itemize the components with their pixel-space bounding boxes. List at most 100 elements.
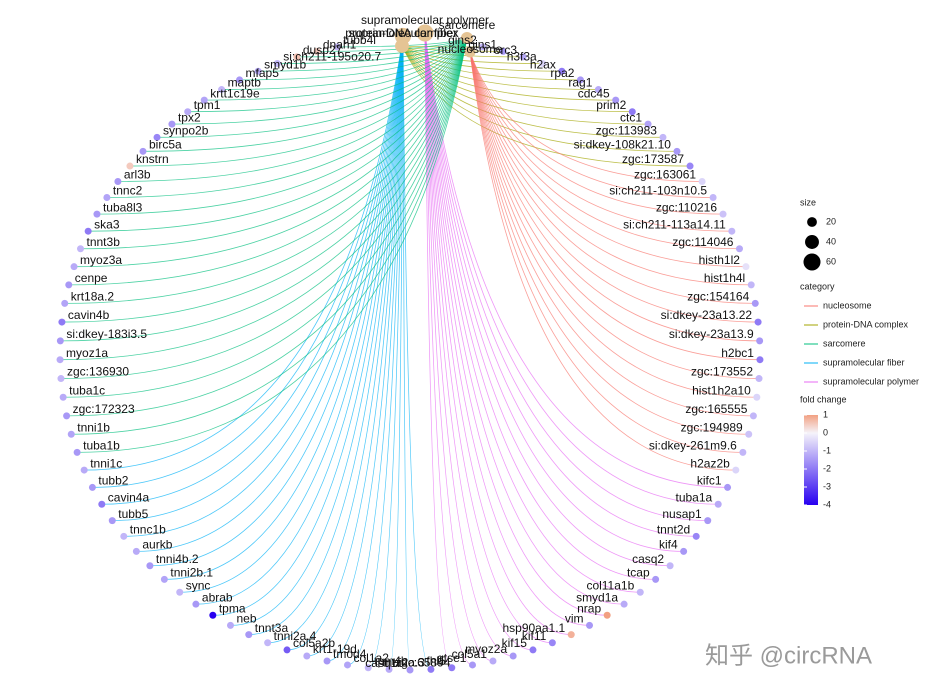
- gene-node: [293, 53, 301, 61]
- concept-label: protein-DNA complex: [345, 26, 458, 40]
- gene-node: [659, 133, 667, 141]
- gene-node: [739, 448, 747, 456]
- edge: [77, 37, 468, 453]
- gene-node: [620, 600, 628, 608]
- gene-node: [283, 646, 291, 654]
- gene-node: [184, 108, 192, 116]
- gene-node: [636, 588, 644, 596]
- gene-label: gins1: [468, 38, 497, 52]
- gene-label: maptb: [228, 76, 262, 90]
- gene-node: [200, 96, 208, 104]
- gene-label: fhl5: [426, 654, 446, 668]
- edge: [424, 32, 608, 616]
- edge: [424, 32, 708, 521]
- edge: [424, 32, 671, 567]
- category-label: sarcomere: [823, 338, 866, 348]
- gene-node: [245, 631, 253, 639]
- concept-label: supramolecular fiber: [349, 26, 458, 40]
- colorbar: [804, 415, 818, 505]
- gene-node: [755, 375, 763, 383]
- gene-node: [509, 652, 517, 660]
- edge: [164, 35, 404, 580]
- size-label: 40: [826, 236, 836, 246]
- gene-node: [728, 227, 736, 235]
- gene-node: [567, 631, 575, 639]
- gene-label: si:dkey-261m9.6: [649, 439, 737, 453]
- edge: [296, 37, 468, 58]
- watermark: 知乎 @circRNA: [705, 642, 872, 669]
- gene-label: cdc45: [578, 86, 610, 100]
- edge: [424, 32, 452, 669]
- gene-node: [539, 60, 547, 68]
- gene-label: tpx2: [178, 110, 201, 124]
- gene-label: ska3: [94, 217, 120, 231]
- gene-node: [742, 263, 750, 271]
- gene-node: [67, 430, 75, 438]
- gene-node: [120, 532, 128, 540]
- edge: [424, 32, 533, 651]
- edge: [96, 37, 468, 215]
- edge: [316, 37, 468, 52]
- edge: [424, 32, 493, 662]
- gene-label: tubb5: [118, 507, 148, 521]
- gene-label: myoz3a: [80, 253, 122, 267]
- gene-label: tnnt3b: [87, 235, 121, 249]
- gene-label: kif15: [502, 636, 528, 650]
- gene-label: zgc:163061: [634, 168, 696, 182]
- edge: [401, 45, 649, 125]
- gene-label: casq2: [632, 552, 664, 566]
- gene-label: tuba1c: [69, 383, 105, 397]
- edge: [84, 35, 404, 471]
- gene-node: [612, 96, 620, 104]
- edge: [60, 37, 468, 379]
- gene-node: [603, 611, 611, 619]
- gene-label: si:ch211-103n10.5: [609, 184, 707, 198]
- gene-label: tnni2a.3: [382, 656, 425, 670]
- edge: [117, 37, 468, 182]
- concept-label: sarcomere: [439, 18, 496, 32]
- legend-title: size: [800, 197, 816, 207]
- gene-label: zgc:113983: [596, 123, 657, 137]
- gene-node: [735, 245, 743, 253]
- gene-label: tnni2a.4: [274, 629, 317, 643]
- edge: [469, 51, 736, 471]
- gene-label: hist1h2a10: [692, 383, 751, 397]
- concept-node: [464, 46, 476, 58]
- gene-node: [70, 263, 78, 271]
- gene-label: rpa2: [550, 66, 574, 80]
- colorbar-label: -3: [823, 481, 831, 491]
- gene-node: [273, 60, 281, 68]
- concept-node: [416, 24, 434, 42]
- edge: [230, 35, 404, 626]
- gene-node: [103, 194, 111, 201]
- edge: [424, 32, 473, 666]
- gene-node: [63, 412, 71, 420]
- gene-label: synpo2b: [163, 123, 209, 137]
- gene-label: tnnc1b: [130, 522, 166, 536]
- concept-label: nucleosome: [438, 42, 503, 56]
- size-key: [803, 253, 821, 271]
- edge: [469, 51, 760, 342]
- gene-node: [754, 318, 762, 326]
- category-label: protein-DNA complex: [823, 319, 909, 329]
- gene-node: [139, 147, 147, 155]
- gene-label: myoz1a: [66, 346, 108, 360]
- edge: [469, 51, 757, 398]
- edge: [68, 37, 468, 286]
- gene-node: [756, 356, 764, 364]
- gene-node: [680, 547, 688, 555]
- gene-node: [344, 661, 352, 669]
- size-key: [805, 235, 819, 249]
- gene-node: [364, 664, 372, 672]
- gene-node: [427, 665, 435, 673]
- gene-label: hsp90aa1.1: [502, 621, 565, 635]
- gene-label: si:dkey-108k21.10: [574, 137, 672, 151]
- gene-label: tnni4b.2: [156, 552, 199, 566]
- gene-node: [753, 393, 761, 401]
- edge: [60, 37, 468, 342]
- concept-node: [394, 27, 412, 45]
- edge: [469, 51, 703, 182]
- size-label: 20: [826, 216, 836, 226]
- edge: [71, 37, 468, 435]
